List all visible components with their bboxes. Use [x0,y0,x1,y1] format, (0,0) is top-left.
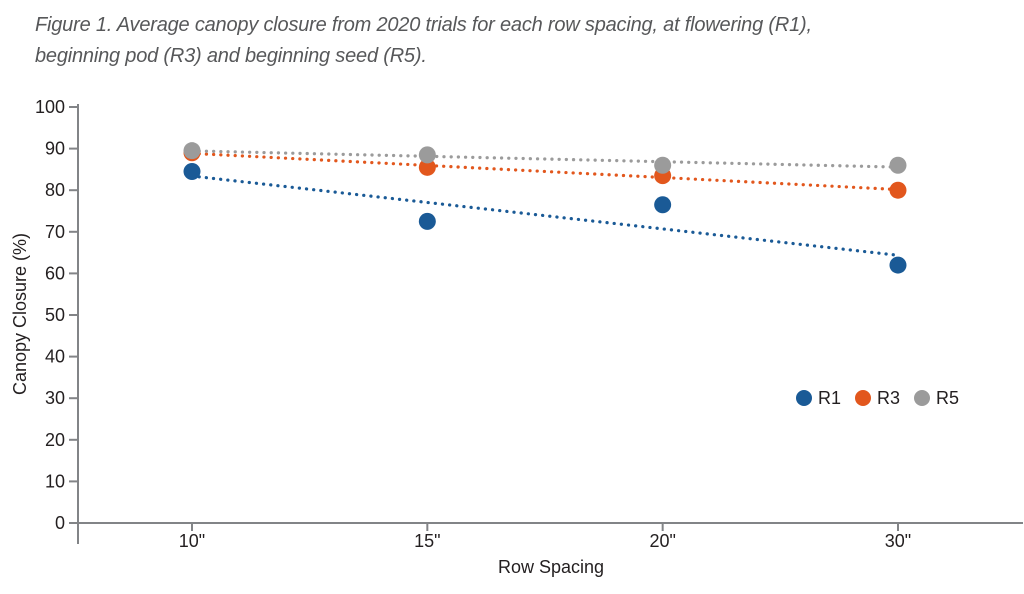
legend-item-r3: R3 [855,389,900,407]
figure-title-line2: beginning pod (R3) and beginning seed (R… [35,45,427,67]
legend-item-r5: R5 [914,389,959,407]
y-tick-label-50: 50 [45,305,65,325]
point-r5-15in [418,146,436,164]
x-axis-title: Row Spacing [498,557,604,577]
x-tick-label-3: 20" [649,531,675,551]
y-tick-label-40: 40 [45,347,65,367]
chart-legend: R1 R3 R5 [796,389,959,407]
y-tick-label-20: 20 [45,430,65,450]
y-tick-label-10: 10 [45,471,65,491]
trendline-r3 [190,151,900,192]
point-r1-15in [418,212,436,230]
point-r1-10in [183,162,201,180]
y-tick-label-60: 60 [45,263,65,283]
figure-title: Figure 1. Average canopy closure from 20… [35,10,975,72]
point-r5-10in [183,142,201,160]
point-r1-30in [889,256,907,274]
point-r5-20in [654,156,672,174]
y-tick-label-90: 90 [45,139,65,159]
y-tick-label-70: 70 [45,222,65,242]
legend-label-r1: R1 [818,388,842,408]
legend-label-r5: R5 [936,388,960,408]
x-tick-label-2: 15" [414,531,440,551]
x-tick-label-1: 10" [179,531,205,551]
x-tick-label-4: 30" [885,531,911,551]
legend-dot-r1 [796,390,812,406]
point-r3-30in [889,181,907,199]
trendline-r1 [190,174,900,257]
legend-item-r1: R1 [796,389,841,407]
point-r5-30in [889,156,907,174]
point-r3-15in [418,158,436,176]
point-r1-20in [654,196,672,214]
y-tick-label-100: 100 [35,97,65,117]
legend-dot-r3 [855,390,872,406]
y-tick-label-80: 80 [45,180,65,200]
figure-title-line1: Figure 1. Average canopy closure from 20… [35,14,812,36]
y-tick-label-30: 30 [45,388,65,408]
trendline-r5 [190,149,900,169]
y-axis-title: Canopy Closure (%) [10,233,30,395]
y-tick-label-0: 0 [55,513,65,533]
legend-label-r3: R3 [877,388,901,408]
legend-dot-r5 [914,390,931,406]
